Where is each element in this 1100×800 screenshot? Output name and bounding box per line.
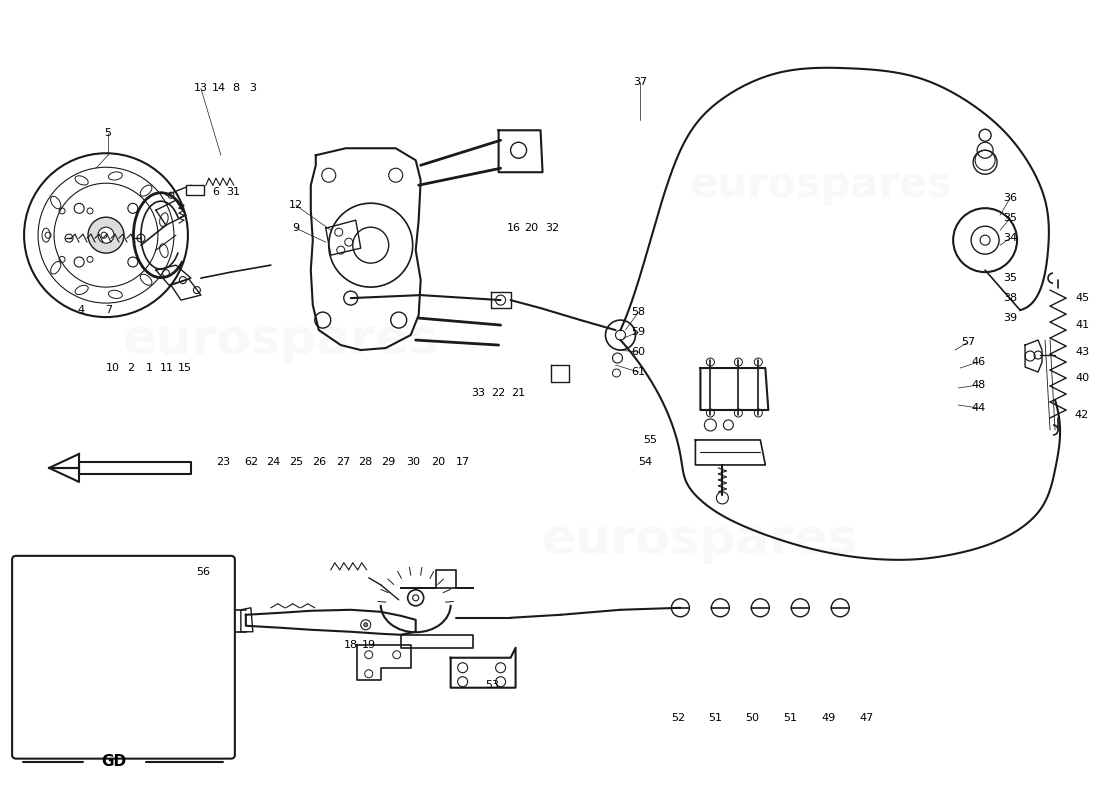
Text: 27: 27 (336, 457, 350, 467)
Text: 20: 20 (525, 223, 539, 233)
Text: 56: 56 (196, 567, 210, 577)
Text: 46: 46 (971, 357, 986, 367)
Ellipse shape (109, 172, 122, 180)
Text: 10: 10 (106, 363, 120, 373)
Text: 58: 58 (631, 307, 646, 317)
Text: 32: 32 (546, 223, 560, 233)
Text: 2: 2 (128, 363, 134, 373)
Text: 57: 57 (961, 337, 976, 347)
Text: 54: 54 (638, 457, 652, 467)
Text: 39: 39 (1003, 313, 1018, 323)
Text: 28: 28 (359, 457, 373, 467)
Circle shape (24, 154, 188, 317)
Text: eurospares: eurospares (122, 316, 439, 364)
Text: 14: 14 (212, 83, 226, 94)
FancyBboxPatch shape (12, 556, 235, 758)
Text: 1: 1 (145, 363, 153, 373)
Text: 40: 40 (1075, 373, 1089, 383)
Text: 49: 49 (821, 713, 835, 722)
Text: 9: 9 (293, 223, 299, 233)
Text: 20: 20 (431, 457, 446, 467)
Text: 41: 41 (1075, 320, 1089, 330)
Text: 60: 60 (631, 347, 646, 357)
Text: 24: 24 (266, 457, 280, 467)
Text: 43: 43 (1075, 347, 1089, 357)
Text: 22: 22 (492, 388, 506, 398)
Ellipse shape (42, 228, 51, 242)
Text: 18: 18 (343, 640, 358, 650)
Text: 37: 37 (634, 78, 648, 87)
Ellipse shape (109, 290, 122, 298)
Text: eurospares: eurospares (689, 164, 952, 206)
Text: 59: 59 (631, 327, 646, 337)
Text: 30: 30 (406, 457, 420, 467)
Text: 62: 62 (244, 457, 257, 467)
Text: 5: 5 (104, 128, 111, 138)
Ellipse shape (160, 213, 168, 226)
Text: GD: GD (101, 754, 127, 769)
Ellipse shape (75, 286, 88, 294)
Text: 31: 31 (226, 187, 240, 198)
Text: 35: 35 (1003, 213, 1018, 223)
FancyBboxPatch shape (186, 186, 204, 195)
Text: eurospares: eurospares (24, 586, 217, 614)
Text: 8: 8 (232, 83, 240, 94)
Text: 53: 53 (485, 680, 499, 690)
Text: 35: 35 (1003, 273, 1018, 283)
Polygon shape (50, 462, 191, 474)
Text: 55: 55 (644, 435, 658, 445)
Text: 3: 3 (250, 83, 256, 94)
Text: 15: 15 (178, 363, 191, 373)
Text: 36: 36 (1003, 194, 1018, 203)
Text: 45: 45 (1075, 293, 1089, 303)
Text: 42: 42 (1075, 410, 1089, 420)
Circle shape (98, 227, 114, 243)
Ellipse shape (51, 196, 60, 209)
Circle shape (88, 217, 124, 253)
Text: 4: 4 (77, 305, 85, 315)
Text: 44: 44 (971, 403, 986, 413)
Text: 34: 34 (1003, 233, 1018, 243)
Text: 47: 47 (859, 713, 873, 722)
Text: 23: 23 (216, 457, 230, 467)
Text: 51: 51 (783, 713, 798, 722)
Text: 61: 61 (631, 367, 646, 377)
Text: 12: 12 (288, 200, 302, 210)
Text: 11: 11 (160, 363, 174, 373)
Text: 38: 38 (1003, 293, 1018, 303)
Text: 21: 21 (512, 388, 526, 398)
Ellipse shape (141, 185, 152, 196)
Text: 13: 13 (194, 83, 208, 94)
Text: 25: 25 (288, 457, 302, 467)
Text: 26: 26 (311, 457, 326, 467)
Text: 17: 17 (455, 457, 470, 467)
Ellipse shape (141, 274, 152, 286)
Text: 6: 6 (212, 187, 219, 198)
Ellipse shape (75, 176, 88, 185)
Polygon shape (50, 454, 79, 482)
Ellipse shape (160, 244, 168, 258)
Text: 16: 16 (507, 223, 520, 233)
Text: 29: 29 (382, 457, 396, 467)
Text: 52: 52 (671, 713, 685, 722)
Text: eurospares: eurospares (542, 516, 859, 564)
Circle shape (364, 622, 367, 626)
Text: 51: 51 (708, 713, 723, 722)
Text: 19: 19 (362, 640, 376, 650)
Text: 33: 33 (472, 388, 485, 398)
Text: 50: 50 (746, 713, 759, 722)
Text: 48: 48 (971, 380, 986, 390)
Text: 7: 7 (106, 305, 112, 315)
Ellipse shape (51, 262, 60, 274)
